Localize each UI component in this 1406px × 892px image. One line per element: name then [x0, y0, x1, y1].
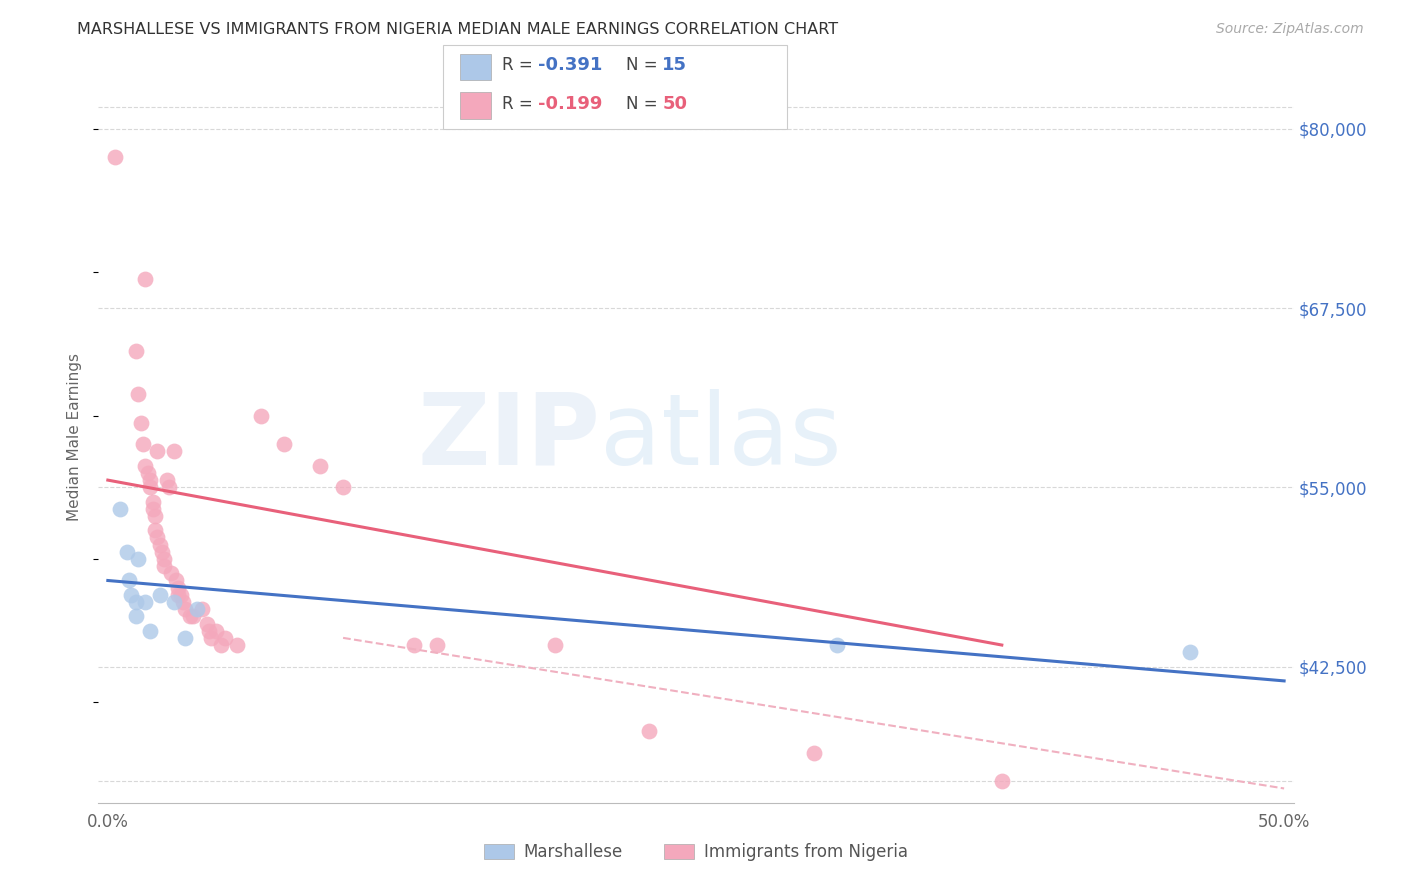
- Text: N =: N =: [626, 95, 662, 113]
- Point: [146, 444, 169, 458]
- Point: [167, 581, 190, 595]
- Point: [149, 588, 172, 602]
- Point: [163, 444, 186, 458]
- Point: [139, 473, 162, 487]
- Point: [143, 508, 166, 523]
- Point: [132, 437, 155, 451]
- Point: [402, 638, 425, 652]
- Point: [163, 595, 186, 609]
- Point: [226, 638, 249, 652]
- Text: Source: ZipAtlas.com: Source: ZipAtlas.com: [1216, 22, 1364, 37]
- Point: [118, 574, 141, 588]
- Text: -0.391: -0.391: [538, 56, 603, 74]
- Point: [125, 609, 148, 624]
- Point: [141, 494, 163, 508]
- Point: [108, 501, 131, 516]
- Point: [332, 480, 354, 494]
- Text: R =: R =: [502, 56, 538, 74]
- Point: [150, 545, 173, 559]
- Point: [146, 531, 169, 545]
- Point: [181, 609, 204, 624]
- Point: [638, 724, 661, 739]
- Point: [273, 437, 295, 451]
- Point: [165, 574, 187, 588]
- Point: [153, 552, 176, 566]
- Point: [1178, 645, 1201, 659]
- Point: [153, 559, 176, 574]
- Point: [134, 272, 156, 286]
- Point: [139, 480, 162, 494]
- Point: [205, 624, 228, 638]
- Point: [157, 480, 180, 494]
- Point: [127, 552, 149, 566]
- Text: atlas: atlas: [600, 389, 842, 485]
- Point: [179, 609, 201, 624]
- Point: [195, 616, 218, 631]
- Legend: Marshallese, Immigrants from Nigeria: Marshallese, Immigrants from Nigeria: [477, 837, 915, 868]
- Text: -0.199: -0.199: [538, 95, 603, 113]
- Point: [426, 638, 449, 652]
- Point: [127, 387, 149, 401]
- Text: R =: R =: [502, 95, 538, 113]
- Point: [134, 458, 156, 473]
- Point: [160, 566, 183, 581]
- Point: [825, 638, 848, 652]
- Text: 50: 50: [662, 95, 688, 113]
- Point: [104, 150, 127, 164]
- Point: [544, 638, 567, 652]
- Point: [209, 638, 232, 652]
- Y-axis label: Median Male Earnings: Median Male Earnings: [67, 353, 83, 521]
- Point: [249, 409, 271, 423]
- Point: [803, 746, 825, 760]
- Point: [172, 595, 194, 609]
- Point: [125, 344, 148, 359]
- Point: [198, 624, 221, 638]
- Point: [214, 631, 236, 645]
- Point: [991, 774, 1014, 789]
- Point: [143, 524, 166, 538]
- Point: [125, 595, 148, 609]
- Point: [200, 631, 222, 645]
- Text: N =: N =: [626, 56, 662, 74]
- Point: [167, 588, 190, 602]
- Point: [191, 602, 214, 616]
- Point: [156, 473, 179, 487]
- Text: ZIP: ZIP: [418, 389, 600, 485]
- Point: [115, 545, 138, 559]
- Point: [170, 588, 193, 602]
- Point: [308, 458, 330, 473]
- Point: [120, 588, 142, 602]
- Point: [174, 631, 197, 645]
- Text: 15: 15: [662, 56, 688, 74]
- Point: [134, 595, 156, 609]
- Point: [139, 624, 162, 638]
- Point: [149, 538, 172, 552]
- Point: [136, 466, 159, 480]
- Point: [141, 501, 163, 516]
- Point: [129, 416, 152, 430]
- Point: [174, 602, 197, 616]
- Text: MARSHALLESE VS IMMIGRANTS FROM NIGERIA MEDIAN MALE EARNINGS CORRELATION CHART: MARSHALLESE VS IMMIGRANTS FROM NIGERIA M…: [77, 22, 838, 37]
- Point: [186, 602, 208, 616]
